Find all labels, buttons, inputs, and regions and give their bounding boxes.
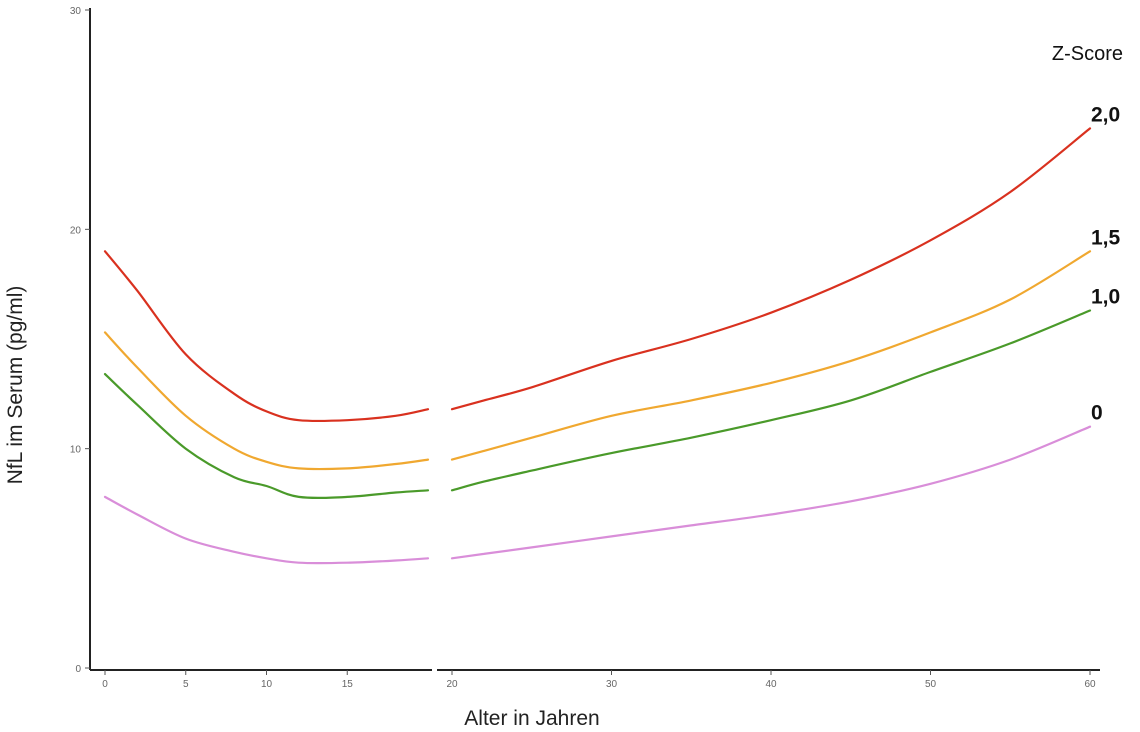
series-line-right xyxy=(450,127,1092,411)
y-tick-label: 0 xyxy=(75,664,81,675)
x-tick-label: 10 xyxy=(261,679,273,690)
legend-title: Z-Score xyxy=(1052,43,1123,65)
x-tick-label: 30 xyxy=(606,679,618,690)
series-line-left xyxy=(103,331,430,471)
x-tick-label: 40 xyxy=(765,679,777,690)
series-label: 1,5 xyxy=(1091,226,1121,249)
tick-labels: 0 10 20 30 0 5 10 15 20 30 40 50 60 xyxy=(70,6,1096,690)
x-tick-label: 20 xyxy=(446,679,458,690)
axes xyxy=(89,8,1100,671)
series-label: 1,0 xyxy=(1091,285,1120,308)
x-tick-label: 5 xyxy=(183,679,189,690)
x-axis-title: Alter in Jahren xyxy=(464,707,599,730)
x-tick-label: 0 xyxy=(102,679,108,690)
y-axis-title: NfL im Serum (pg/ml) xyxy=(4,286,27,485)
series-lines xyxy=(103,127,1092,565)
series-line-left xyxy=(103,250,430,423)
x-tick-label: 50 xyxy=(925,679,937,690)
y-tick-label: 20 xyxy=(70,225,82,236)
series-line-left xyxy=(103,373,430,500)
series-line-right xyxy=(450,250,1092,461)
series-label: 2,0 xyxy=(1091,103,1120,126)
series-labels: 2,0 1,5 1,0 0 xyxy=(1091,103,1121,424)
series-label: 0 xyxy=(1091,402,1103,425)
y-tick-label: 30 xyxy=(70,6,82,17)
series-line-left xyxy=(103,495,430,565)
x-tick-label: 60 xyxy=(1084,679,1096,690)
x-tick-label: 15 xyxy=(342,679,354,690)
series-line-right xyxy=(450,309,1092,492)
y-tick-label: 10 xyxy=(70,445,82,456)
series-line-right xyxy=(450,425,1092,560)
